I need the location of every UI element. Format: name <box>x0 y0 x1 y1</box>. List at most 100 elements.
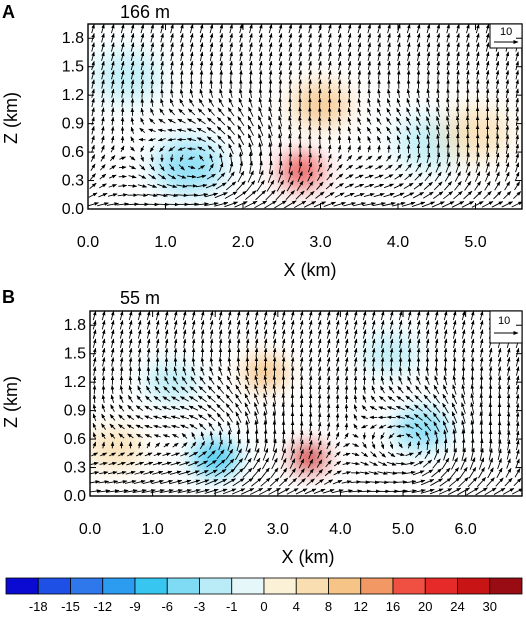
panel-a-wind-vector <box>187 118 196 124</box>
panel-a-wind-vector <box>196 174 207 179</box>
colorbar-swatch <box>102 577 136 595</box>
panel-a-wind-vector <box>385 164 393 171</box>
panel-a-wind-vector <box>98 192 108 198</box>
panel-a-wind-vector <box>416 116 421 126</box>
panel-a-wind-vector <box>406 125 411 135</box>
panel-a-wind-vector <box>247 115 254 127</box>
panel-a-wind-vector <box>465 115 470 127</box>
panel-a-wind-vector <box>167 173 177 180</box>
panel-a-wind-vector <box>298 60 302 71</box>
panel-a-wind-vector <box>363 193 375 197</box>
panel-a-wind-vector <box>150 107 155 116</box>
panel-a-wind-vector <box>347 42 352 52</box>
panel-a-wind-vector <box>180 32 184 43</box>
panel-a-wind-vector <box>406 97 411 108</box>
panel-a-wind-vector <box>179 98 185 107</box>
panel-a-wind-vector <box>377 51 381 61</box>
panel-a-wind-vector <box>237 133 245 146</box>
panel-a-wind-vector <box>308 115 312 126</box>
panel-b-title: 55 m <box>120 288 160 308</box>
panel-a-wind-vector <box>406 51 411 61</box>
panel-a-wind-vector <box>474 171 481 182</box>
panel-a-wind-vector <box>357 98 362 107</box>
panel-a-wind-vector <box>91 42 95 52</box>
panel-a-wind-vector <box>356 155 363 161</box>
panel-a-wind-vector <box>431 201 445 208</box>
panel-a-wind-vector <box>436 115 441 127</box>
panel-a-wind-vector <box>170 42 174 52</box>
panel-a-wind-vector <box>308 79 312 89</box>
panel-a-wind-vector <box>268 106 273 118</box>
panel-a-wind-vector <box>426 69 431 80</box>
panel-a-wind-vector <box>199 69 204 80</box>
panel-a-wind-vector <box>474 180 481 191</box>
panel-a-wind-vector <box>111 51 115 61</box>
panel-a-wind-vector <box>396 97 401 107</box>
panel-a-wind-vector <box>347 32 352 43</box>
panel-a-wind-vector <box>347 79 352 89</box>
panel-a-wind-vector <box>367 98 371 107</box>
panel-a-wind-vector <box>436 97 440 108</box>
panel-a-wind-vector <box>237 170 245 183</box>
panel-a-wind-vector <box>423 191 434 199</box>
panel-a-wind-vector <box>288 32 293 43</box>
panel-a-wind-vector <box>296 180 304 191</box>
panel-b-ytick-label: 0.9 <box>64 403 86 420</box>
panel-a-wind-vector <box>217 144 225 154</box>
panel-a-wind-vector <box>159 108 165 116</box>
colorbar-swatch <box>37 577 71 595</box>
panel-a-wind-vector <box>150 42 154 52</box>
panel-a-wind-vector <box>317 125 322 135</box>
panel-b-wind-vector <box>394 480 408 484</box>
panel-a-wind-vector <box>180 51 184 61</box>
panel-a-wind-vector <box>446 42 450 52</box>
panel-a-wind-vector <box>130 79 135 89</box>
panel-a-wind-vector <box>130 88 135 98</box>
colorbar-label: -12 <box>93 599 112 614</box>
panel-a-wind-vector <box>258 97 263 108</box>
panel-a-wind-vector <box>189 51 194 61</box>
panel-a-wind-vector <box>150 60 154 71</box>
panel-a-wind-vector <box>397 24 401 34</box>
panel-a-wind-vector <box>357 117 362 125</box>
colorbar-label: -3 <box>194 599 206 614</box>
panel-a-wind-vector <box>199 32 204 43</box>
panel-a-wind-vector <box>466 42 470 52</box>
panel-a-wind-vector <box>416 153 421 163</box>
panel-a-wind-vector <box>268 32 273 43</box>
panel-a-wind-vector <box>456 42 460 52</box>
panel-a-wind-vector <box>206 126 216 134</box>
panel-a-wind-vector <box>384 174 394 180</box>
panel-a-wind-vector <box>327 116 332 126</box>
panel-a-wind-vector <box>234 201 248 208</box>
panel-a-wind-vector <box>237 116 245 127</box>
panel-a-wind-vector <box>149 118 156 125</box>
panel-a-wind-vector <box>90 154 96 162</box>
panel-a-wind-vector <box>426 97 430 108</box>
panel-a-wind-vector <box>219 51 224 61</box>
panel-a-wind-vector <box>110 97 115 107</box>
panel-a-wind-vector <box>258 142 263 156</box>
panel-a-wind-vector <box>209 153 214 163</box>
panel-a-wind-vector <box>308 24 312 34</box>
panel-a-wind-vector <box>109 165 117 170</box>
panel-a-wind-vector <box>91 135 95 144</box>
panel-a-wind-vector <box>91 70 95 80</box>
panel-a-wind-vector <box>91 97 95 108</box>
panel-a-wind-vector <box>147 183 158 188</box>
panel-a-wind-vector <box>416 42 421 52</box>
colorbar-label: 12 <box>354 599 368 614</box>
panel-a-wind-vector <box>278 97 283 108</box>
panel-a-wind-vector <box>318 79 322 89</box>
panel-a-wind-vector <box>347 144 351 153</box>
panel-a-wind-vector <box>118 184 128 188</box>
colorbar-swatch <box>457 577 491 595</box>
panel-a-wind-vector <box>287 170 293 183</box>
panel-a-wind-vector <box>229 152 233 164</box>
panel-a-ref-label: 10 <box>500 26 512 38</box>
panel-a-wind-vector <box>247 170 254 183</box>
panel-a-wind-vector <box>425 162 432 173</box>
colorbar-label: 30 <box>483 599 497 614</box>
panel-a-wind-vector <box>247 133 254 146</box>
panel-a-wind-vector <box>405 116 412 126</box>
